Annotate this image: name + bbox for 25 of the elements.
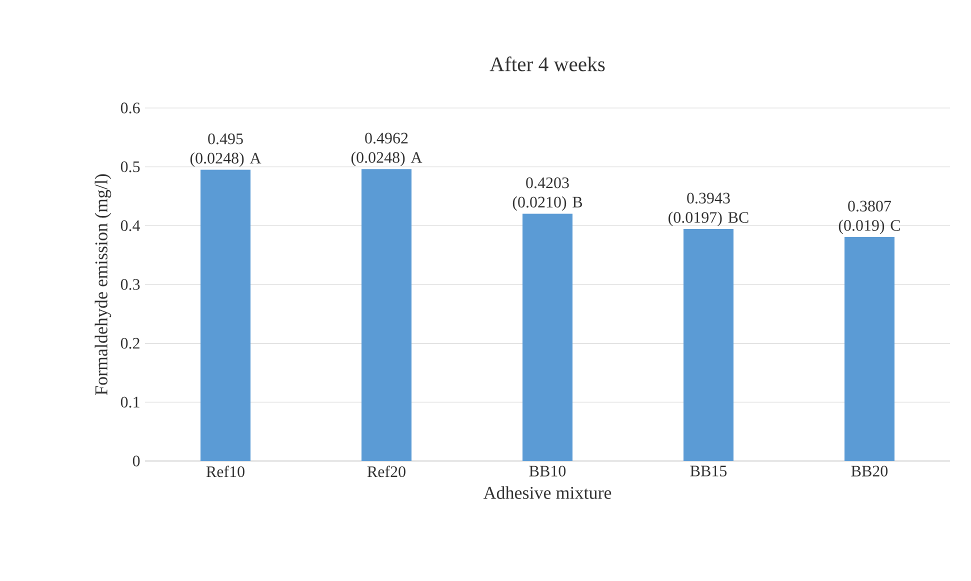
data-label: 0.4203 (0.0210) B: [512, 177, 582, 211]
x-tick-label: BB15: [690, 466, 727, 476]
y-tick-label: 0.3: [120, 279, 140, 290]
y-tick-label: 0.4: [120, 220, 140, 232]
x-tick-label: Ref20: [367, 466, 406, 478]
bar: [522, 214, 572, 461]
y-tick-label: 0.5: [120, 161, 140, 172]
bar: [844, 237, 894, 461]
bar: [200, 170, 251, 461]
x-tick-label: BB20: [851, 466, 888, 476]
y-tick-label: 0.6: [120, 102, 140, 114]
bar: [683, 229, 734, 461]
x-tick-label: Ref10: [206, 466, 244, 478]
chart-title: After 4 weeks: [490, 56, 605, 72]
data-label: 0.3943 (0.0197) BC: [668, 192, 748, 226]
bar: [362, 169, 412, 461]
data-label: 0.3807 (0.019) C: [838, 200, 900, 234]
x-axis-title: Adhesive mixture: [483, 486, 612, 499]
y-tick-label: 0.2: [120, 338, 140, 349]
data-label: 0.4962 (0.0248) A: [351, 132, 422, 166]
y-tick-label: 0: [132, 456, 140, 466]
y-axis-title: Formaldehyde emission (mg/l): [94, 174, 112, 395]
data-label: 0.495 (0.0248) A: [190, 133, 262, 167]
y-tick-label: 0.1: [120, 396, 140, 408]
x-tick-label: BB10: [529, 466, 566, 476]
